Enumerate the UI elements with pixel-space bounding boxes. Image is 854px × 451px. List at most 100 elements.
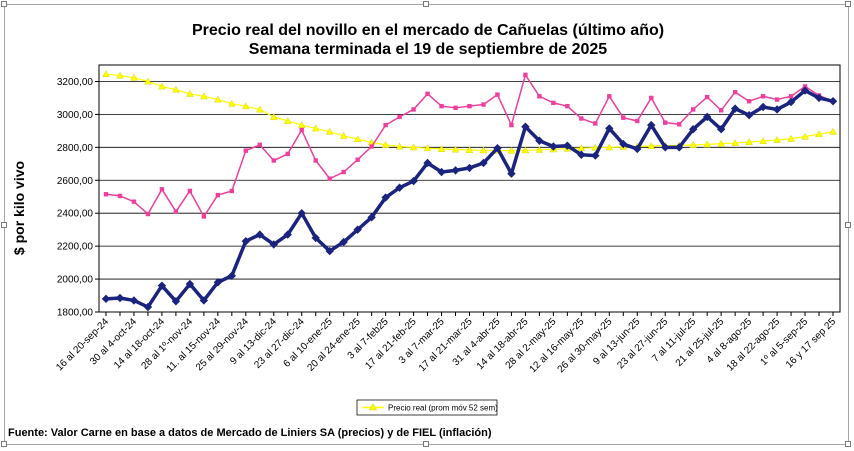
- data-point: [801, 132, 809, 140]
- data-point: [395, 142, 404, 150]
- data-point: [299, 127, 304, 133]
- data-point: [130, 73, 138, 81]
- data-point: [283, 230, 292, 239]
- data-point: [828, 97, 838, 106]
- data-point: [800, 86, 810, 95]
- data-point: [439, 103, 444, 109]
- data-point: [425, 91, 430, 97]
- data-point: [677, 122, 682, 127]
- data-point: [521, 122, 530, 131]
- data-point: [381, 141, 390, 148]
- data-point: [173, 209, 179, 214]
- data-point: [746, 99, 752, 104]
- resize-handle-middle-right[interactable]: [845, 222, 851, 228]
- data-point: [605, 124, 614, 133]
- gridlines: [99, 81, 840, 280]
- data-point: [521, 146, 530, 154]
- data-point: [647, 120, 656, 130]
- data-point: [171, 297, 181, 306]
- data-point: [453, 105, 458, 111]
- data-point: [663, 120, 668, 125]
- data-point: [159, 187, 165, 192]
- data-point: [367, 213, 376, 222]
- source-note: Fuente: Valor Carne en base a datos de M…: [8, 427, 492, 439]
- data-point: [102, 70, 110, 77]
- data-point: [481, 102, 486, 107]
- data-point: [131, 199, 137, 204]
- data-point: [563, 141, 572, 150]
- plot-area: [98, 64, 841, 313]
- data-point: [704, 94, 710, 100]
- data-point: [103, 192, 109, 197]
- data-point: [437, 167, 446, 177]
- data-point: [297, 209, 306, 218]
- data-point: [535, 136, 544, 145]
- y-tick-label: 1800,00: [57, 308, 94, 319]
- data-point: [619, 139, 628, 149]
- data-point: [635, 118, 640, 124]
- data-point: [773, 136, 781, 143]
- data-point: [241, 236, 251, 246]
- data-point: [255, 230, 264, 239]
- data-point: [297, 121, 306, 129]
- data-point: [730, 104, 740, 113]
- data-point: [509, 122, 514, 128]
- data-point: [579, 116, 584, 121]
- data-point: [717, 139, 725, 147]
- data-point: [395, 183, 404, 192]
- data-point: [591, 151, 600, 160]
- data-point: [647, 142, 655, 149]
- data-point: [325, 127, 334, 135]
- resize-handle-top-right[interactable]: [845, 1, 851, 7]
- data-point: [311, 233, 320, 243]
- data-point: [311, 124, 320, 132]
- y-tick-label: 3000,00: [57, 110, 94, 121]
- data-point: [577, 150, 586, 159]
- y-tick-label: 2400,00: [57, 209, 94, 220]
- data-point: [437, 145, 446, 152]
- data-point: [213, 278, 223, 287]
- data-point: [549, 142, 558, 151]
- resize-handle-top-center[interactable]: [423, 1, 429, 7]
- data-point: [607, 94, 612, 99]
- legend-box: [356, 399, 498, 416]
- data-point: [339, 237, 348, 247]
- data-point: [465, 146, 474, 153]
- legend: Precio real (prom móv 52 sem): [356, 399, 498, 416]
- data-point: [284, 117, 292, 124]
- data-point: [116, 71, 124, 79]
- data-point: [551, 100, 556, 106]
- data-point: [451, 166, 460, 175]
- data-point: [214, 95, 222, 103]
- data-point: [101, 294, 111, 304]
- data-point: [451, 145, 460, 153]
- data-point: [731, 139, 739, 146]
- data-point: [353, 225, 362, 234]
- resize-handle-bottom-right[interactable]: [845, 441, 851, 447]
- data-point: [745, 138, 753, 145]
- data-point: [690, 107, 696, 112]
- data-point: [144, 77, 152, 85]
- data-point: [535, 145, 544, 153]
- data-point: [409, 143, 418, 151]
- resize-handle-middle-left[interactable]: [1, 222, 7, 228]
- resize-handle-top-left[interactable]: [1, 1, 7, 7]
- data-point: [815, 130, 823, 138]
- data-point: [397, 114, 402, 120]
- series-2: [102, 70, 837, 154]
- data-point: [285, 151, 290, 157]
- data-point: [201, 214, 207, 219]
- data-point: [369, 144, 374, 149]
- series-0: [101, 86, 838, 312]
- resize-handle-bottom-center[interactable]: [423, 441, 429, 447]
- data-point: [145, 211, 151, 217]
- data-point: [495, 92, 500, 97]
- x-tick-label: 16 y 17 sep 25: [784, 316, 838, 370]
- series-line: [105, 73, 834, 152]
- y-tick-label: 2600,00: [57, 176, 94, 187]
- data-point: [493, 143, 502, 153]
- resize-handle-bottom-left[interactable]: [1, 441, 7, 447]
- data-point: [242, 102, 250, 110]
